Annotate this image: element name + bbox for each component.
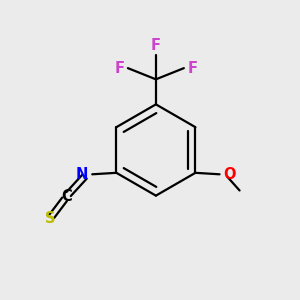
Text: F: F	[114, 61, 124, 76]
Text: F: F	[188, 61, 197, 76]
Text: S: S	[45, 211, 56, 226]
Text: O: O	[224, 167, 236, 182]
Text: F: F	[151, 38, 161, 53]
Text: N: N	[76, 167, 88, 182]
Text: C: C	[61, 189, 72, 204]
